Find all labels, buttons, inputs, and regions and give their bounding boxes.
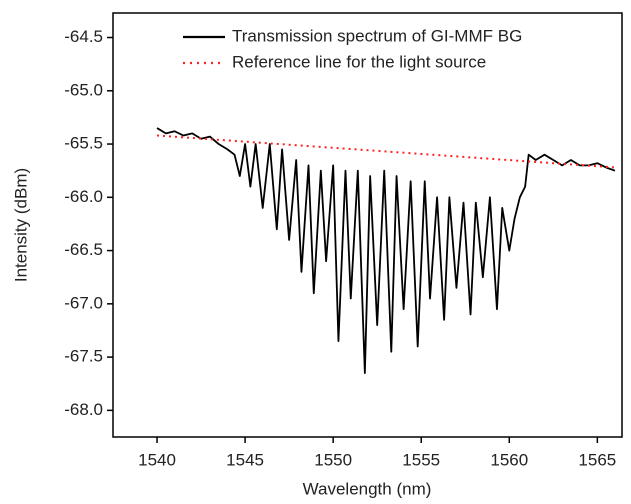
y-tick-label: -65.5 — [64, 134, 103, 153]
y-tick-label: -66.0 — [64, 187, 103, 206]
y-tick-label: -67.0 — [64, 293, 103, 312]
x-tick-label: 1545 — [226, 450, 264, 469]
x-axis-label: Wavelength (nm) — [303, 479, 432, 498]
x-tick-label: 1560 — [490, 450, 528, 469]
y-tick-label: -67.5 — [64, 347, 103, 366]
plot-frame — [112, 12, 623, 438]
legend-label: Transmission spectrum of GI-MMF BG — [232, 26, 522, 45]
y-tick-label: -65.0 — [64, 80, 103, 99]
series-line — [156, 127, 616, 374]
x-tick-label: 1555 — [402, 450, 440, 469]
y-axis-label: Intensity (dBm) — [11, 168, 30, 282]
legend-label: Reference line for the light source — [232, 52, 486, 71]
y-tick-label: -64.5 — [64, 27, 103, 46]
y-tick-label: -66.5 — [64, 240, 103, 259]
x-tick-label: 1550 — [314, 450, 352, 469]
series-line — [156, 134, 616, 169]
y-tick-label: -68.0 — [64, 400, 103, 419]
x-tick-label: 1565 — [578, 450, 616, 469]
x-tick-label: 1540 — [138, 450, 176, 469]
